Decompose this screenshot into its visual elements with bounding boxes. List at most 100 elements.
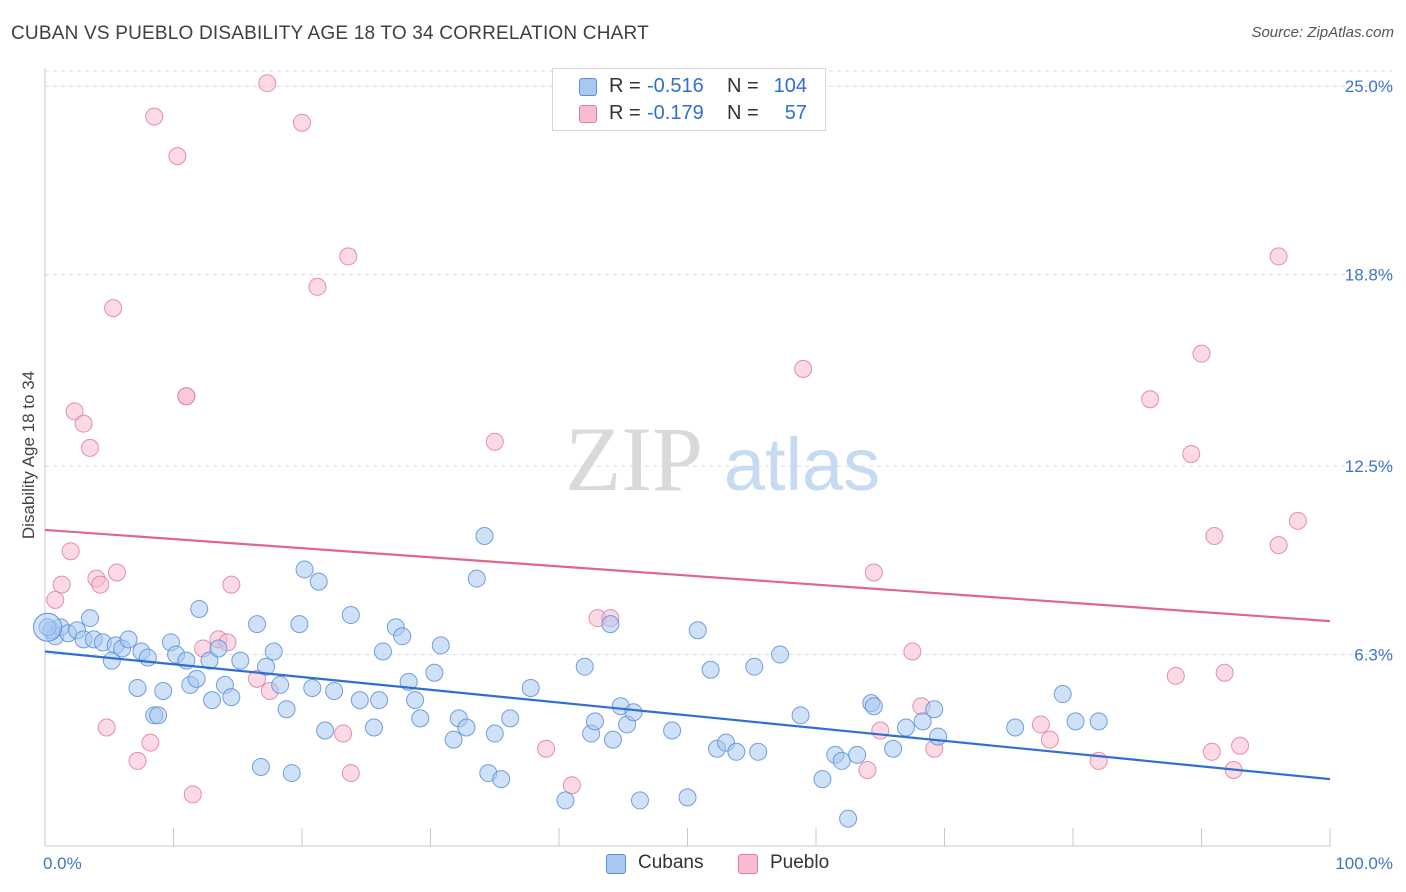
cubans-point-87 — [813, 770, 832, 789]
cubans-point-35 — [271, 675, 290, 694]
cubans-point-100 — [1053, 685, 1072, 704]
cubans-point-94 — [884, 739, 903, 758]
cubans-point-54 — [425, 663, 444, 682]
legend-r-value: -0.179 — [647, 102, 704, 124]
cubans-point-55 — [431, 636, 450, 655]
cubans-point-64 — [501, 709, 520, 728]
cubans-point-76 — [663, 721, 682, 740]
cubans-point-86 — [791, 706, 810, 725]
pueblo-point-48 — [1205, 527, 1224, 546]
cubans-point-32 — [251, 757, 270, 776]
axes — [44, 68, 1331, 847]
cubans-point-24 — [190, 599, 209, 618]
cubans-point-37 — [282, 764, 301, 783]
cubans-point-90 — [839, 809, 858, 828]
cubans-point-42 — [316, 721, 335, 740]
pueblo-point-21 — [248, 669, 267, 688]
bottom-legend-swatch-pueblo — [738, 854, 758, 874]
cubans-point-102 — [1089, 712, 1108, 731]
cubans-point-39 — [295, 560, 314, 579]
pueblo-point-7 — [91, 575, 110, 594]
y-tick-label-3: 25.0% — [1345, 77, 1393, 96]
cubans-point-15 — [138, 648, 157, 667]
cubans-point-82 — [727, 742, 746, 761]
cubans-point-large — [33, 612, 63, 642]
pueblo-point-27 — [341, 764, 360, 783]
pueblo-point-33 — [794, 359, 813, 378]
pueblo-point-46 — [1192, 344, 1211, 363]
cubans-point-25 — [200, 651, 219, 670]
pueblo-point-24 — [293, 113, 311, 132]
cubans-point-74 — [624, 703, 643, 722]
legend-swatch-pueblo — [579, 105, 597, 123]
pueblo-point-29 — [485, 432, 504, 451]
pueblo-point-12 — [141, 733, 160, 752]
pueblo-point-30 — [537, 739, 556, 758]
pueblo-point-4 — [74, 414, 93, 433]
cubans-point-47 — [370, 691, 389, 710]
y-tick-label-1: 12.5% — [1345, 457, 1393, 476]
cubans-point-13 — [128, 678, 147, 697]
pueblo-point-10 — [107, 563, 126, 582]
grid-lines — [45, 70, 1392, 656]
pueblo-point-35 — [864, 563, 883, 582]
pueblo-point-43 — [1141, 390, 1160, 409]
pueblo-point-55 — [177, 387, 196, 406]
cubans-point-27 — [209, 639, 228, 658]
cubans-point-44 — [341, 606, 360, 625]
cubans-point-33 — [257, 657, 276, 676]
pueblo-point-34 — [858, 761, 877, 780]
cubans-point-98 — [929, 727, 948, 746]
cubans-point-40 — [303, 678, 322, 697]
cubans-point-48 — [373, 642, 392, 661]
legend-n-value: 104 — [773, 75, 807, 97]
pueblo-point-28 — [339, 247, 358, 266]
cubans-point-71 — [603, 730, 622, 749]
pueblo-point-14 — [168, 147, 187, 166]
pueblo-point-5 — [80, 438, 99, 457]
cubans-point-91 — [848, 745, 867, 764]
legend-n-label: N = — [727, 75, 759, 97]
legend-swatch-cubans — [579, 78, 597, 96]
pueblo-point-41 — [1040, 730, 1059, 749]
cubans-point-84 — [749, 742, 768, 761]
cubans-point-65 — [521, 678, 540, 697]
cubans-point-50 — [393, 627, 412, 646]
cubans-point-31 — [248, 615, 267, 634]
cubans-point-75 — [630, 791, 649, 810]
cubans-point-10 — [102, 651, 121, 670]
cubans-point-23 — [187, 669, 206, 688]
pueblo-point-9 — [104, 299, 123, 318]
cubans-point-78 — [688, 621, 707, 640]
cubans-point-66 — [556, 791, 575, 810]
pueblo-point-31 — [562, 776, 581, 795]
cubans-point-101 — [1066, 712, 1085, 731]
pueblo-point-11 — [128, 751, 147, 770]
cubans-point-89 — [832, 751, 851, 770]
bottom-legend-label-cubans: Cubans — [638, 852, 704, 873]
cubans-point-62 — [485, 724, 504, 743]
cubans-point-85 — [771, 645, 790, 664]
cubans-point-70 — [601, 615, 620, 634]
cubans-trend-line — [44, 650, 1331, 781]
cubans-point-58 — [457, 718, 476, 737]
cubans-point-36 — [277, 700, 296, 719]
pueblo-point-36 — [871, 721, 890, 740]
cubans-point-30 — [231, 651, 250, 670]
trend-lines — [44, 528, 1331, 781]
cubans-point-45 — [350, 691, 369, 710]
cuban-points — [33, 527, 1108, 828]
pueblo-point-20 — [222, 575, 241, 594]
pueblo-point-53 — [1269, 536, 1288, 555]
pueblo-point-8 — [97, 718, 116, 737]
pueblo-point-0 — [46, 590, 65, 609]
pueblo-point-26 — [334, 724, 353, 743]
y-tick-label-2: 18.8% — [1345, 266, 1393, 285]
legend-r-value: -0.516 — [647, 75, 704, 97]
source-label: Source: ZipAtlas.com — [1251, 24, 1394, 41]
pueblo-point-47 — [1202, 742, 1221, 761]
pueblo-point-37 — [903, 642, 922, 661]
pueblo-trend-line — [44, 528, 1331, 623]
cubans-point-56 — [444, 730, 463, 749]
